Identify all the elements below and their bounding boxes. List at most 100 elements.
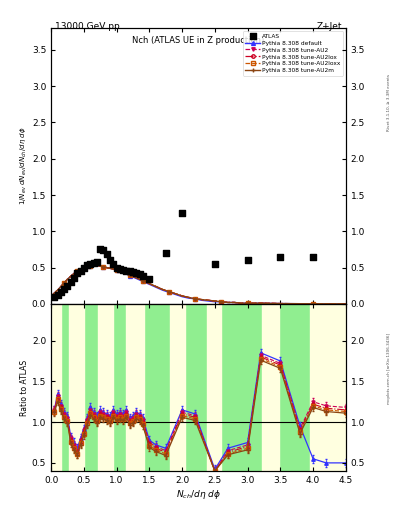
Pythia 8.308 tune-AU2m: [105, 265, 109, 271]
Pythia 8.308 default: [311, 301, 316, 307]
Line: Pythia 8.308 tune-AU2loxx: Pythia 8.308 tune-AU2loxx: [50, 264, 347, 306]
Line: Pythia 8.308 tune-AU2lox: Pythia 8.308 tune-AU2lox: [50, 264, 347, 306]
Bar: [127, 304, 144, 471]
Pythia 8.308 tune-AU2m: [311, 301, 316, 307]
Pythia 8.308 tune-AU2loxx: [343, 301, 348, 307]
ATLAS: [68, 278, 74, 286]
Pythia 8.308 tune-AU2m: [101, 264, 106, 270]
Pythia 8.308 tune-AU2lox: [311, 301, 316, 307]
ATLAS: [55, 291, 61, 300]
Pythia 8.308 tune-AU2: [105, 265, 109, 271]
Bar: [207, 304, 221, 471]
Pythia 8.308 tune-AU2loxx: [180, 293, 184, 299]
ATLAS: [51, 293, 57, 302]
Pythia 8.308 tune-AU2m: [49, 293, 53, 300]
Legend: ATLAS, Pythia 8.308 default, Pythia 8.308 tune-AU2, Pythia 8.308 tune-AU2lox, Py: ATLAS, Pythia 8.308 default, Pythia 8.30…: [243, 31, 343, 76]
Pythia 8.308 tune-AU2loxx: [85, 264, 90, 270]
Pythia 8.308 tune-AU2loxx: [324, 301, 329, 307]
ATLAS: [61, 285, 67, 293]
Text: Rivet 3.1.10, ≥ 3.3M events: Rivet 3.1.10, ≥ 3.3M events: [387, 74, 391, 131]
Pythia 8.308 tune-AU2loxx: [49, 293, 53, 300]
ATLAS: [71, 274, 77, 282]
Pythia 8.308 tune-AU2m: [199, 296, 204, 303]
ATLAS: [163, 249, 169, 257]
Pythia 8.308 default: [343, 301, 348, 307]
ATLAS: [97, 245, 103, 253]
Pythia 8.308 tune-AU2: [324, 301, 329, 307]
Pythia 8.308 default: [105, 265, 109, 271]
Bar: [98, 304, 113, 471]
ATLAS: [117, 265, 123, 273]
Text: Nch (ATLAS UE in Z production): Nch (ATLAS UE in Z production): [132, 36, 264, 46]
ATLAS: [107, 257, 113, 265]
Bar: [170, 304, 185, 471]
ATLAS: [179, 209, 185, 217]
Line: Pythia 8.308 tune-AU2: Pythia 8.308 tune-AU2: [50, 264, 347, 306]
Pythia 8.308 tune-AU2: [101, 264, 106, 270]
Pythia 8.308 tune-AU2: [311, 301, 316, 307]
Pythia 8.308 tune-AU2: [85, 264, 90, 270]
Text: Z+Jet: Z+Jet: [316, 22, 342, 31]
Pythia 8.308 default: [91, 262, 96, 268]
ATLAS: [77, 266, 84, 274]
ATLAS: [84, 261, 90, 269]
Pythia 8.308 tune-AU2loxx: [91, 262, 96, 268]
Pythia 8.308 tune-AU2lox: [343, 301, 348, 307]
Bar: [310, 304, 346, 471]
Bar: [262, 304, 279, 471]
Pythia 8.308 tune-AU2loxx: [311, 301, 316, 307]
Pythia 8.308 tune-AU2lox: [324, 301, 329, 307]
Pythia 8.308 tune-AU2lox: [199, 296, 204, 303]
Pythia 8.308 tune-AU2lox: [49, 293, 53, 300]
Pythia 8.308 tune-AU2lox: [85, 264, 90, 270]
Pythia 8.308 tune-AU2: [180, 293, 184, 299]
ATLAS: [58, 288, 64, 296]
ATLAS: [244, 257, 251, 265]
Pythia 8.308 tune-AU2loxx: [199, 296, 204, 303]
Bar: [70, 304, 84, 471]
Bar: [51, 304, 61, 471]
ATLAS: [140, 272, 146, 281]
ATLAS: [123, 266, 130, 274]
ATLAS: [104, 250, 110, 258]
Pythia 8.308 default: [180, 293, 184, 300]
ATLAS: [133, 269, 140, 277]
Pythia 8.308 default: [101, 264, 106, 270]
Line: Pythia 8.308 default: Pythia 8.308 default: [49, 264, 348, 306]
Pythia 8.308 tune-AU2loxx: [105, 265, 109, 271]
Y-axis label: $1/N_{ev}\ dN_{ev}/dN_{ch}/d\eta\ d\phi$: $1/N_{ev}\ dN_{ev}/dN_{ch}/d\eta\ d\phi$: [19, 127, 29, 205]
Pythia 8.308 tune-AU2: [199, 296, 204, 303]
ATLAS: [146, 274, 152, 283]
Pythia 8.308 default: [85, 264, 90, 270]
ATLAS: [87, 260, 94, 268]
ATLAS: [110, 260, 116, 268]
Text: 13000 GeV pp: 13000 GeV pp: [55, 22, 120, 31]
ATLAS: [81, 264, 87, 272]
Pythia 8.308 tune-AU2: [49, 293, 53, 300]
ATLAS: [94, 258, 100, 266]
Text: mcplots.cern.ch [arXiv:1306.3436]: mcplots.cern.ch [arXiv:1306.3436]: [387, 333, 391, 404]
ATLAS: [64, 282, 71, 290]
Pythia 8.308 tune-AU2lox: [105, 265, 109, 271]
ATLAS: [212, 260, 218, 268]
Pythia 8.308 tune-AU2loxx: [101, 264, 106, 270]
Pythia 8.308 tune-AU2: [343, 301, 348, 307]
Pythia 8.308 tune-AU2m: [343, 301, 348, 307]
ATLAS: [74, 269, 81, 278]
Y-axis label: Ratio to ATLAS: Ratio to ATLAS: [20, 359, 29, 416]
Pythia 8.308 tune-AU2m: [324, 301, 329, 307]
ATLAS: [100, 246, 107, 254]
ATLAS: [120, 266, 126, 274]
ATLAS: [130, 268, 136, 276]
ATLAS: [127, 267, 133, 275]
ATLAS: [277, 252, 283, 261]
Pythia 8.308 tune-AU2lox: [180, 293, 184, 299]
Pythia 8.308 tune-AU2m: [91, 262, 96, 268]
ATLAS: [90, 259, 97, 267]
ATLAS: [114, 264, 120, 272]
Pythia 8.308 tune-AU2m: [85, 264, 90, 270]
Pythia 8.308 default: [199, 297, 204, 303]
Pythia 8.308 tune-AU2m: [180, 293, 184, 299]
Pythia 8.308 default: [49, 293, 53, 300]
Pythia 8.308 tune-AU2: [91, 262, 96, 268]
